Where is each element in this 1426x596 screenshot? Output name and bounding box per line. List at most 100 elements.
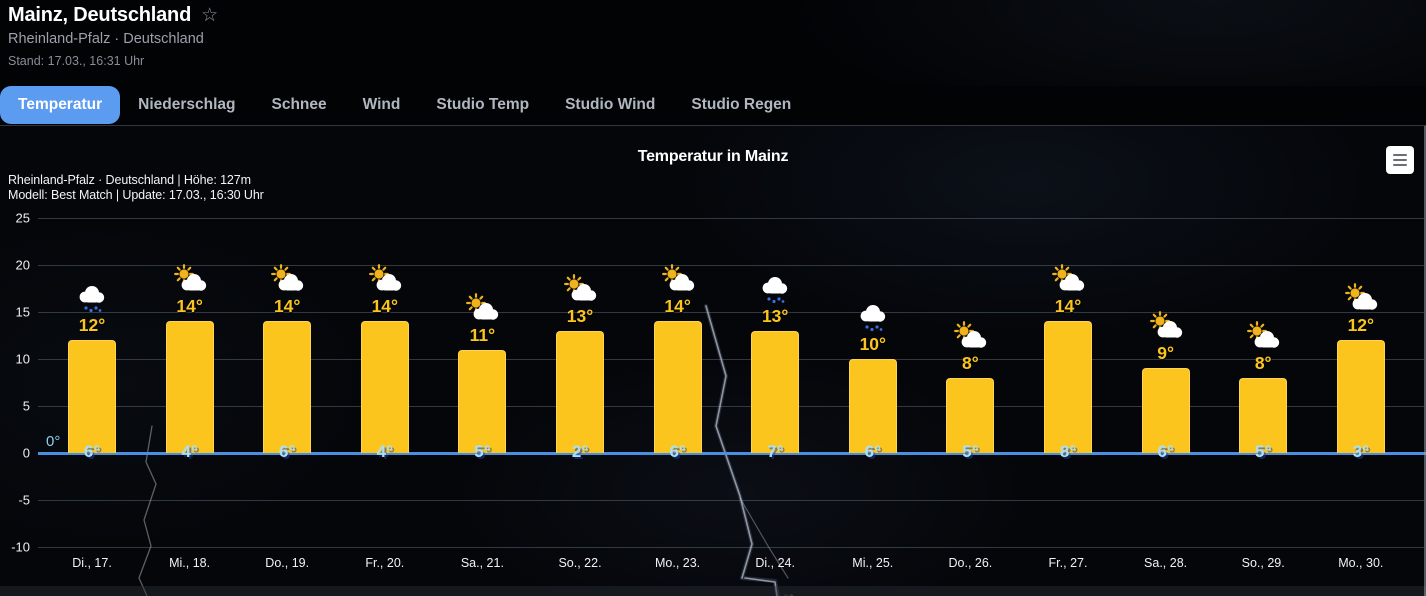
temperature-bar[interactable] bbox=[653, 321, 702, 453]
gridline--10 bbox=[38, 547, 1424, 548]
tab-studio-temp[interactable]: Studio Temp bbox=[436, 96, 530, 113]
temperature-bar[interactable] bbox=[360, 321, 409, 453]
temperature-bar[interactable] bbox=[556, 330, 604, 453]
gridline-20 bbox=[38, 265, 1424, 266]
zero-degree-label: 0° bbox=[46, 433, 61, 450]
tab-schnee[interactable]: Schnee bbox=[271, 96, 327, 113]
chart-subtitle-location: Rheinland-Pfalz · Deutschland | Höhe: 12… bbox=[8, 173, 251, 187]
low-temp-label: 6° bbox=[864, 442, 881, 461]
high-temp-label: 13° bbox=[566, 305, 594, 326]
x-axis-label: Di., 17. bbox=[72, 556, 112, 570]
right-scrollbar[interactable] bbox=[1424, 126, 1426, 596]
x-axis-label: Mo., 23. bbox=[655, 556, 701, 570]
tab-studio-regen[interactable]: Studio Regen bbox=[691, 96, 792, 113]
low-temp-label: 5° bbox=[962, 442, 979, 461]
temperature-bar[interactable] bbox=[1141, 368, 1190, 453]
x-axis-label: Do., 19. bbox=[265, 556, 310, 570]
high-temp-label: 9° bbox=[1157, 343, 1174, 364]
last-updated-text: Stand: 17.03., 16:31 Uhr bbox=[8, 54, 145, 68]
location-title-row: Mainz, Deutschland ☆ bbox=[8, 4, 218, 27]
temperature-bar[interactable] bbox=[946, 377, 995, 453]
location-subtitle: Rheinland-Pfalz · Deutschland bbox=[8, 31, 204, 47]
sun-cloud-icon bbox=[950, 320, 990, 353]
low-temp-label: 2° bbox=[571, 442, 589, 461]
temperature-bar[interactable] bbox=[458, 349, 507, 453]
sun-cloud-icon bbox=[1048, 264, 1088, 296]
low-temp-label: 5° bbox=[1255, 442, 1272, 461]
page-title: Mainz, Deutschland bbox=[8, 4, 192, 26]
sun-cloud-icon bbox=[1146, 311, 1186, 343]
x-axis-label: Fr., 27. bbox=[1048, 556, 1088, 570]
chart-subtitle-model: Modell: Best Match | Update: 17.03., 16:… bbox=[8, 188, 264, 202]
sun-cloud-icon bbox=[170, 264, 210, 296]
y-axis-label--10: -10 bbox=[11, 539, 30, 555]
y-axis-label-5: 5 bbox=[22, 398, 30, 414]
temperature-bar[interactable] bbox=[1336, 340, 1385, 453]
low-temp-label: 6° bbox=[83, 442, 101, 461]
location-header: Mainz, Deutschland ☆ Rheinland-Pfalz · D… bbox=[0, 0, 1426, 86]
chart-menu-button[interactable] bbox=[1386, 146, 1414, 174]
temperature-bar[interactable] bbox=[165, 321, 214, 453]
y-axis-label-0: 0 bbox=[22, 445, 30, 461]
sun-cloud-icon bbox=[1243, 320, 1283, 353]
y-axis-label-20: 20 bbox=[15, 257, 30, 273]
y-axis-label--5: -5 bbox=[18, 492, 30, 508]
x-axis-label: Mo., 30. bbox=[1338, 556, 1384, 570]
high-temp-label: 14° bbox=[1054, 296, 1082, 317]
x-axis-label: Fr., 20. bbox=[365, 556, 405, 570]
x-axis-label: Sa., 28. bbox=[1144, 556, 1188, 570]
low-temp-label: 6° bbox=[669, 442, 686, 461]
x-axis-label: Di., 24. bbox=[755, 556, 795, 570]
tab-temperatur[interactable]: Temperatur bbox=[0, 86, 121, 124]
high-temp-label: 12° bbox=[1347, 315, 1375, 336]
tab-niederschlag[interactable]: Niederschlag bbox=[138, 96, 236, 113]
chart-title: Temperatur in Mainz bbox=[637, 148, 789, 165]
x-axis-label: So., 22. bbox=[558, 556, 602, 570]
tab-wind[interactable]: Wind bbox=[362, 96, 401, 113]
temperature-bar[interactable] bbox=[68, 340, 116, 453]
temperature-bar[interactable] bbox=[263, 321, 312, 453]
x-axis-label: Mi., 25. bbox=[852, 556, 894, 570]
tab-studio-wind[interactable]: Studio Wind bbox=[565, 96, 656, 113]
gridline-5 bbox=[38, 406, 1424, 407]
y-axis-label-25: 25 bbox=[15, 210, 30, 226]
high-temp-label: 14° bbox=[371, 296, 399, 317]
temperature-bar[interactable] bbox=[1044, 321, 1092, 453]
chart-plot-area: 25 20 15 10 5 0 -5 -10 0° 12° 6° Di., 17. 14° 4° Mi., … bbox=[0, 126, 1426, 596]
high-temp-label: 8° bbox=[962, 352, 979, 373]
high-temp-label: 11° bbox=[469, 324, 496, 345]
gridline--5 bbox=[38, 500, 1424, 501]
high-temp-label: 14° bbox=[664, 296, 691, 317]
temperature-bar[interactable] bbox=[848, 359, 897, 453]
x-axis-label: Sa., 21. bbox=[460, 556, 504, 570]
y-axis-label-15: 15 bbox=[15, 304, 30, 320]
x-axis-label: Mi., 18. bbox=[169, 556, 211, 570]
temperature-bar[interactable] bbox=[1239, 377, 1288, 453]
high-temp-label: 10° bbox=[859, 334, 887, 354]
low-temp-label: 3° bbox=[1352, 442, 1369, 461]
sun-cloud-icon bbox=[267, 264, 307, 296]
high-temp-label: 13° bbox=[761, 305, 789, 326]
rain-cloud-icon bbox=[853, 302, 893, 334]
rain-cloud-icon bbox=[72, 283, 112, 315]
sun-cloud-icon bbox=[1341, 283, 1381, 315]
gridline-15 bbox=[38, 312, 1424, 313]
favorite-star-icon[interactable]: ☆ bbox=[201, 5, 219, 26]
high-temp-label: 12° bbox=[78, 315, 106, 336]
gridline-25 bbox=[38, 218, 1424, 219]
forecast-tab-bar: Temperatur Niederschlag Schnee Wind Studio T… bbox=[0, 86, 1426, 126]
x-axis-label: Do., 26. bbox=[948, 556, 993, 570]
sun-cloud-icon bbox=[365, 264, 405, 296]
high-temp-label: 14° bbox=[176, 296, 203, 317]
low-temp-label: 7° bbox=[767, 442, 784, 461]
sun-cloud-icon bbox=[560, 273, 600, 306]
low-temp-label: 6° bbox=[279, 442, 296, 461]
low-temp-label: 5° bbox=[474, 442, 491, 461]
low-temp-label: 6° bbox=[1157, 442, 1174, 461]
high-temp-label: 14° bbox=[273, 296, 301, 317]
hamburger-menu-icon bbox=[1393, 153, 1407, 157]
temperature-bar[interactable] bbox=[751, 330, 800, 453]
high-temp-label: 8° bbox=[1254, 352, 1272, 373]
sun-cloud-icon bbox=[462, 292, 502, 325]
